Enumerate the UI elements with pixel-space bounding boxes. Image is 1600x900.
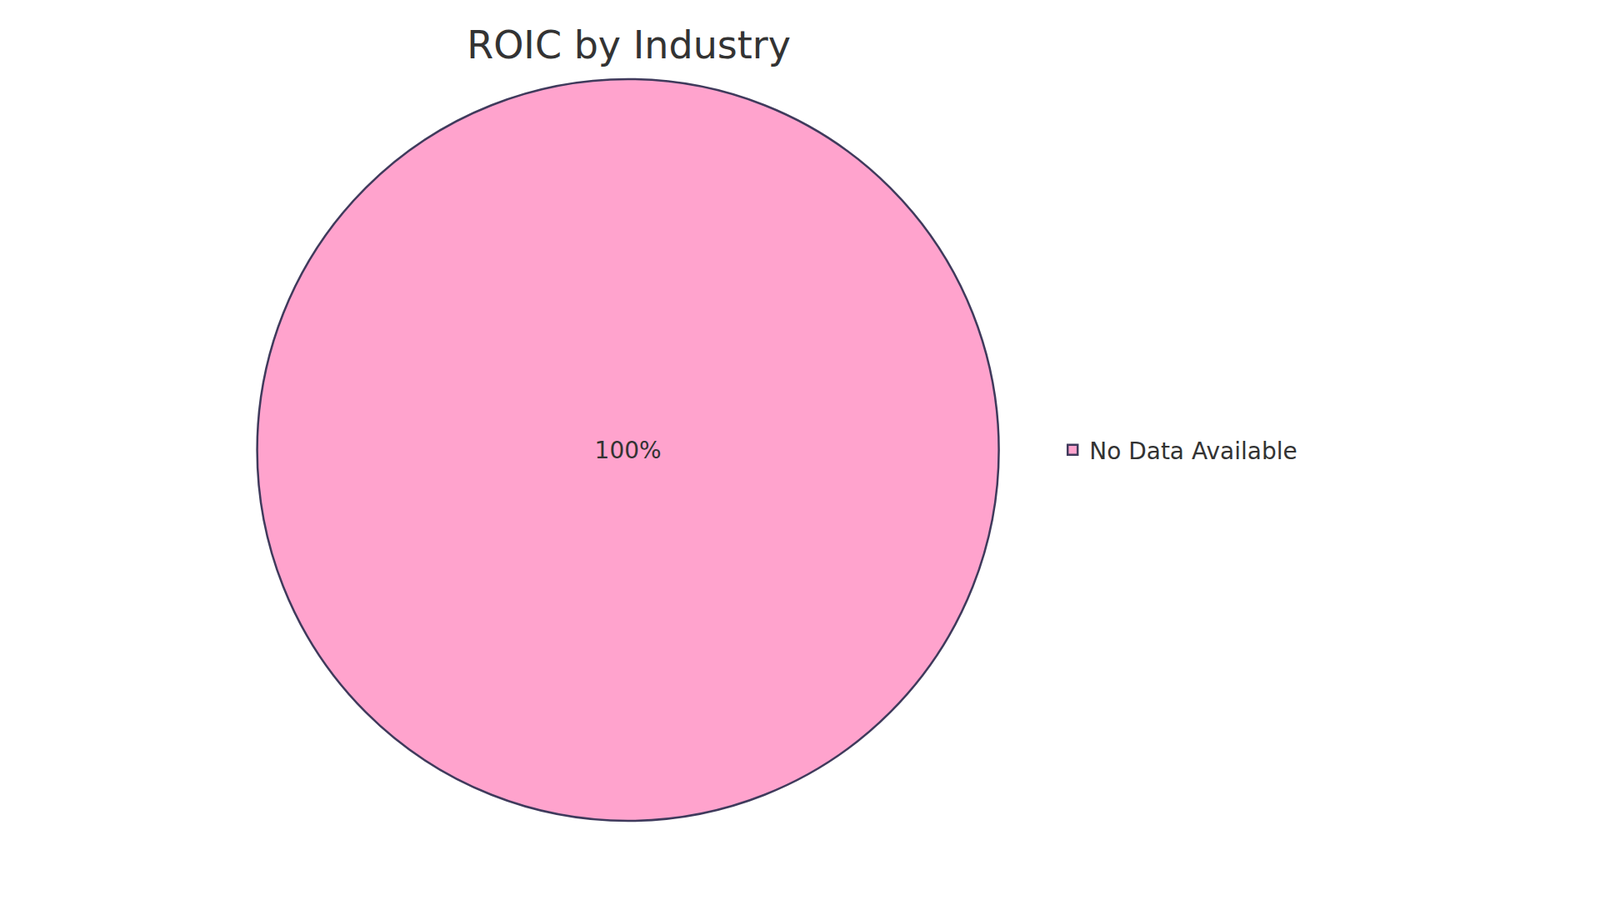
svg-text:No Data Available: No Data Available (1089, 437, 1297, 465)
svg-text:ROIC by Industry: ROIC by Industry (466, 22, 791, 68)
svg-text:100%: 100% (595, 436, 662, 465)
